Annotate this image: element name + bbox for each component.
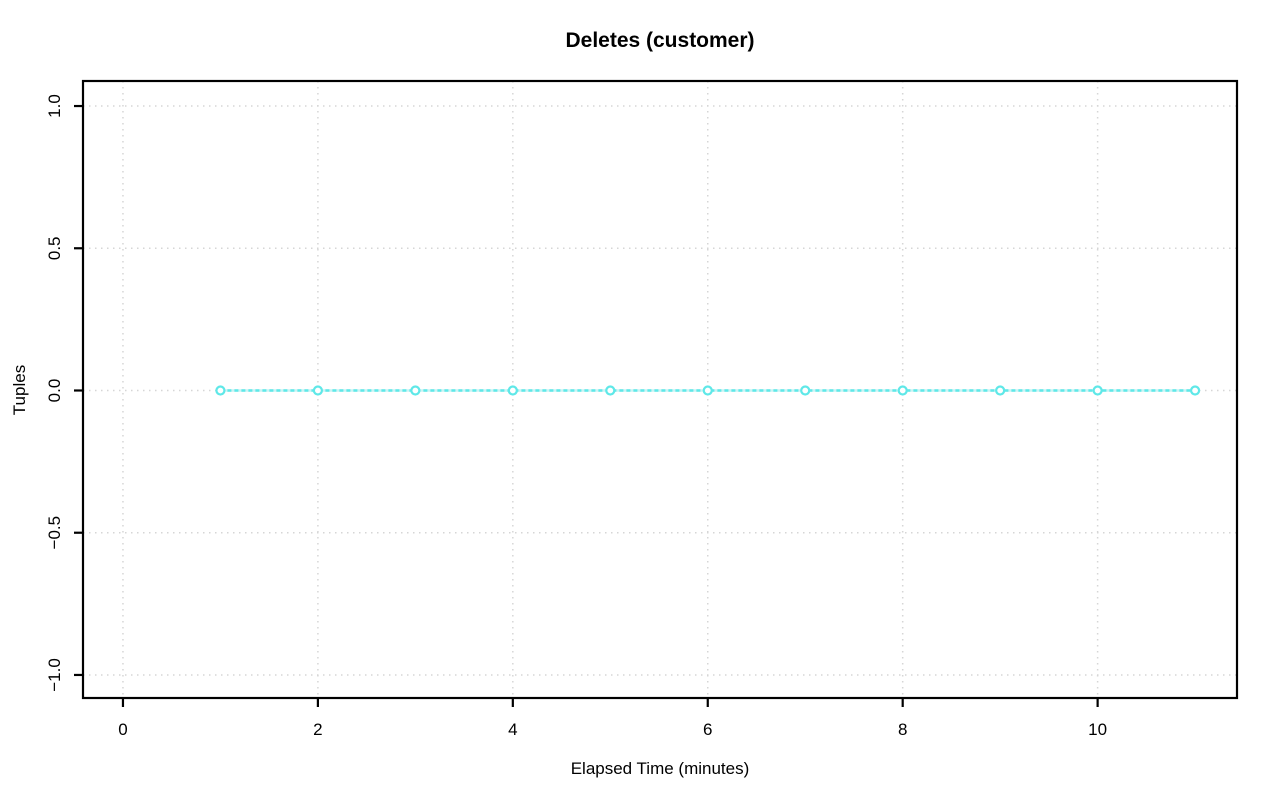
- data-point: [312, 385, 323, 396]
- data-point: [995, 385, 1006, 396]
- data-point: [605, 385, 616, 396]
- data-point: [1092, 385, 1103, 396]
- y-tick-label: −1.0: [45, 658, 64, 692]
- data-point: [702, 385, 713, 396]
- x-tick-label: 0: [118, 720, 127, 739]
- y-tick-label: 0.0: [45, 379, 64, 403]
- chart-title: Deletes (customer): [565, 29, 755, 52]
- data-point: [897, 385, 908, 396]
- x-tick-label: 10: [1088, 720, 1107, 739]
- x-tick-label: 4: [508, 720, 517, 739]
- data-point: [1189, 385, 1201, 396]
- data-point: [215, 385, 226, 396]
- x-tick-label: 2: [313, 720, 322, 739]
- y-tick-label: 1.0: [45, 94, 64, 118]
- x-tick-label: 6: [703, 720, 712, 739]
- y-tick-label: 0.5: [45, 236, 64, 260]
- y-tick-label: −0.5: [45, 516, 64, 550]
- plot-border: [81, 79, 1239, 700]
- data-point: [800, 385, 811, 396]
- x-axis-title: Elapsed Time (minutes): [570, 759, 750, 778]
- y-axis-title: Tuples: [10, 364, 29, 416]
- data-point: [507, 385, 518, 396]
- x-tick-label: 8: [898, 720, 907, 739]
- data-point: [410, 385, 421, 396]
